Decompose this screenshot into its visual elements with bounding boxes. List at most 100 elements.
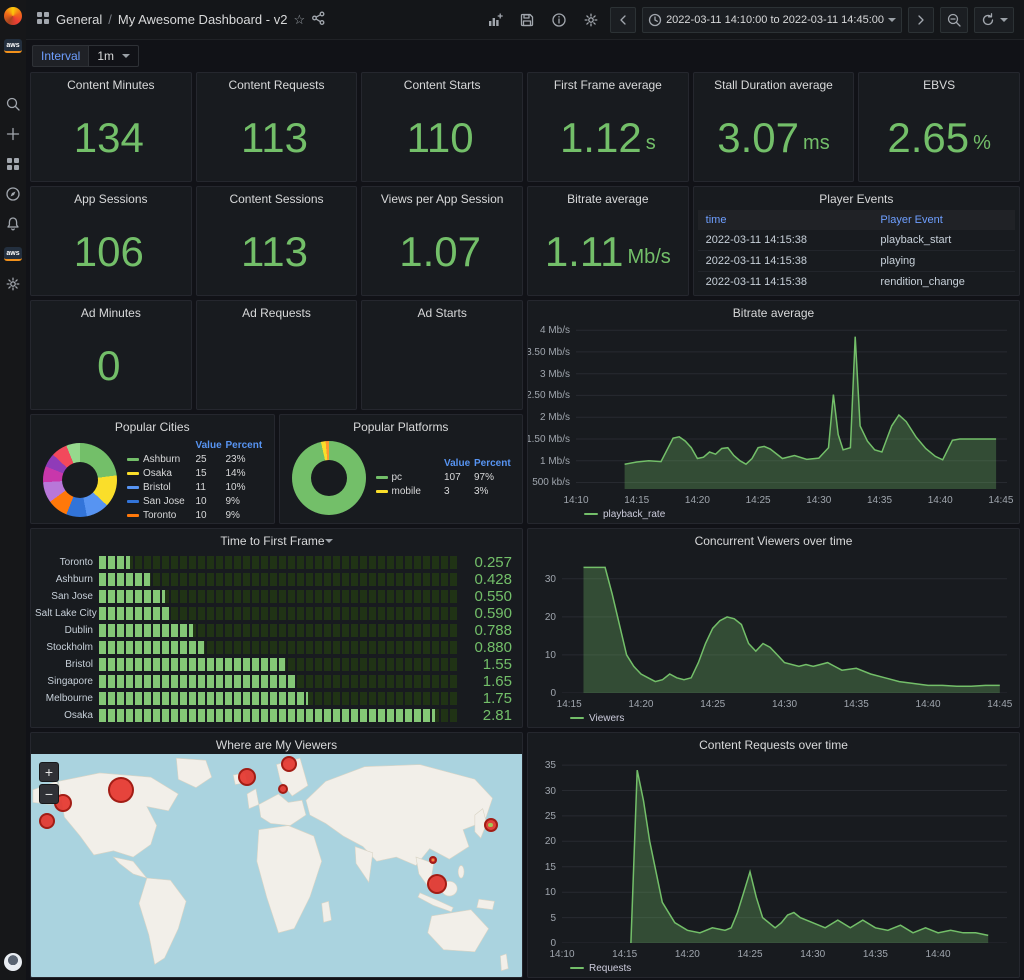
search-icon[interactable]: [3, 94, 23, 114]
info-icon[interactable]: [546, 7, 572, 33]
y-tick-label: 20: [544, 611, 556, 623]
aws-icon[interactable]: aws: [3, 36, 23, 56]
aws-icon-2[interactable]: aws: [3, 244, 23, 264]
breadcrumb-section[interactable]: General: [56, 12, 103, 27]
x-tick-label: 14:25: [700, 699, 726, 710]
event-name: playing: [880, 255, 916, 267]
bar-value: 0.550: [474, 588, 512, 605]
viewer-location-marker[interactable]: [108, 776, 135, 803]
chevron-down-icon: [888, 17, 896, 26]
event-time: 2022-03-11 14:15:38: [705, 255, 807, 267]
plot-area: [562, 760, 1007, 946]
viewer-location-marker[interactable]: [427, 874, 448, 895]
y-axis: 0 10 20 30: [528, 556, 562, 699]
panel-menu-caret-icon[interactable]: [324, 539, 333, 547]
stat-panel-ebvs[interactable]: EBVS 2.65%: [858, 72, 1020, 182]
stat-panel-ad-minutes[interactable]: Ad Minutes 0: [30, 300, 192, 410]
stat-panel-ad-requests[interactable]: Ad Requests: [195, 300, 358, 410]
chart-legend[interactable]: Requests: [528, 959, 1019, 977]
viewer-location-marker[interactable]: [483, 818, 498, 833]
chart-legend[interactable]: Viewers: [528, 709, 1019, 727]
legend-label[interactable]: Requests: [589, 962, 632, 974]
panel-title: Views per App Session: [380, 192, 504, 206]
panel-title: Content Minutes: [67, 78, 155, 92]
zoom-out-button[interactable]: −: [39, 784, 59, 804]
clock-icon: [648, 13, 662, 26]
refresh-icon[interactable]: [974, 6, 1014, 33]
chevron-down-icon: [122, 54, 131, 62]
legend-label[interactable]: Viewers: [589, 712, 625, 724]
share-icon[interactable]: [311, 11, 325, 28]
panel-title[interactable]: Time to First Frame: [31, 529, 522, 550]
legend-header-value[interactable]: Value: [444, 458, 471, 469]
time-to-first-frame-panel[interactable]: Time to First Frame Toronto 0.257 Ashburn…: [30, 528, 523, 728]
viewer-location-marker[interactable]: [238, 768, 257, 787]
viewer-location-marker[interactable]: [281, 756, 298, 773]
legend-row: pc 107 97%: [375, 471, 513, 485]
time-range-picker[interactable]: 2022-03-11 14:10:00 to 2022-03-11 14:45:…: [642, 6, 902, 33]
concurrent-viewers-chart-panel[interactable]: Concurrent Viewers over time 0 10 20 30 14:…: [527, 528, 1020, 728]
settings-gear-icon[interactable]: [3, 274, 23, 294]
stat-panel-content-minutes[interactable]: Content Minutes 134: [30, 72, 192, 182]
legend-row: San Jose 10 9%: [127, 494, 264, 508]
breadcrumb: General / My Awesome Dashboard - v2 ☆: [36, 11, 325, 28]
apps-grid-icon[interactable]: [36, 11, 50, 28]
legend-header-value[interactable]: Value: [195, 439, 222, 451]
column-header-player-event[interactable]: Player Event: [880, 214, 943, 226]
user-avatar[interactable]: [3, 952, 23, 972]
add-panel-icon[interactable]: [482, 7, 508, 33]
dashboards-icon[interactable]: [3, 154, 23, 174]
grafana-logo-icon[interactable]: [3, 6, 23, 26]
stat-panel-app-sessions[interactable]: App Sessions 106: [30, 186, 192, 296]
star-icon[interactable]: ☆: [293, 11, 306, 27]
dashboard-title[interactable]: My Awesome Dashboard - v2: [117, 12, 288, 27]
popular-cities-panel[interactable]: Popular Cities Value Percent Ashburn 25 23…: [30, 414, 275, 524]
stat-panel-stall-duration[interactable]: Stall Duration average 3.07 ms: [692, 72, 855, 182]
x-axis: 14:10 14:15 14:20 14:25 14:30 14:35 14:40: [549, 946, 1007, 962]
bar-track: [99, 658, 458, 671]
stat-panel-first-frame[interactable]: First Frame average 1.12 s: [527, 72, 689, 182]
bar-row: Singapore 1.65: [35, 673, 512, 690]
popular-platforms-panel[interactable]: Popular Platforms Value Percent pc 107 97%…: [278, 414, 523, 524]
stat-panel-views-per-session[interactable]: Views per App Session 1.07: [361, 186, 523, 296]
dashboard-settings-gear-icon[interactable]: [578, 7, 604, 33]
stat-panel-content-sessions[interactable]: Content Sessions 113: [195, 186, 358, 296]
viewer-location-marker[interactable]: [278, 783, 289, 794]
bar-row: Ashburn 0.428: [35, 571, 512, 588]
legend-header-percent[interactable]: Percent: [474, 458, 511, 469]
column-header-time[interactable]: time: [705, 214, 727, 226]
x-tick-label: 14:30: [800, 949, 826, 960]
bar-value: 0.590: [474, 605, 512, 622]
stat-panel-ad-starts[interactable]: Ad Starts: [361, 300, 523, 410]
legend-label[interactable]: playback_rate: [603, 508, 666, 520]
stat-panel-bitrate-average[interactable]: Bitrate average 1.11 Mb/s: [527, 186, 689, 296]
variable-label: Interval: [32, 45, 89, 67]
time-shift-forward-button[interactable]: [908, 6, 934, 33]
y-tick-label: 0: [550, 938, 556, 949]
plot-area: [576, 328, 1007, 492]
add-icon[interactable]: [3, 124, 23, 144]
stat-value: 1.07: [399, 227, 482, 275]
content-requests-chart-panel[interactable]: Content Requests over time 0 5 10 15 20 25 30 3…: [527, 732, 1020, 978]
bar-row: Stockholm 0.880: [35, 639, 512, 656]
viewers-map-panel[interactable]: Where are My Viewers: [30, 732, 523, 978]
zoom-out-icon[interactable]: [940, 6, 968, 33]
panel-title: Where are My Viewers: [215, 738, 338, 752]
chart-legend[interactable]: playback_rate: [528, 505, 1019, 523]
bitrate-average-chart-panel[interactable]: Bitrate average 500 kb/s 1 Mb/s 1.50 Mb/s 2…: [527, 300, 1020, 524]
world-map[interactable]: + −: [31, 754, 522, 977]
alerting-bell-icon[interactable]: [3, 214, 23, 234]
stat-panel-content-starts[interactable]: Content Starts 110: [361, 72, 523, 182]
interval-select[interactable]: 1m: [88, 45, 140, 67]
explore-compass-icon[interactable]: [3, 184, 23, 204]
legend-header-percent[interactable]: Percent: [225, 439, 263, 451]
zoom-in-button[interactable]: +: [39, 762, 59, 782]
stat-panel-content-requests[interactable]: Content Requests 113: [195, 72, 358, 182]
marker-inner-dot: [432, 859, 434, 861]
top-navbar: General / My Awesome Dashboard - v2 ☆: [26, 0, 1024, 40]
viewer-location-marker[interactable]: [38, 812, 55, 829]
save-icon[interactable]: [514, 7, 540, 33]
player-events-panel[interactable]: Player Events time Player Event 2022-03-…: [692, 186, 1020, 296]
viewer-location-marker[interactable]: [429, 855, 438, 864]
time-shift-back-button[interactable]: [610, 6, 637, 33]
